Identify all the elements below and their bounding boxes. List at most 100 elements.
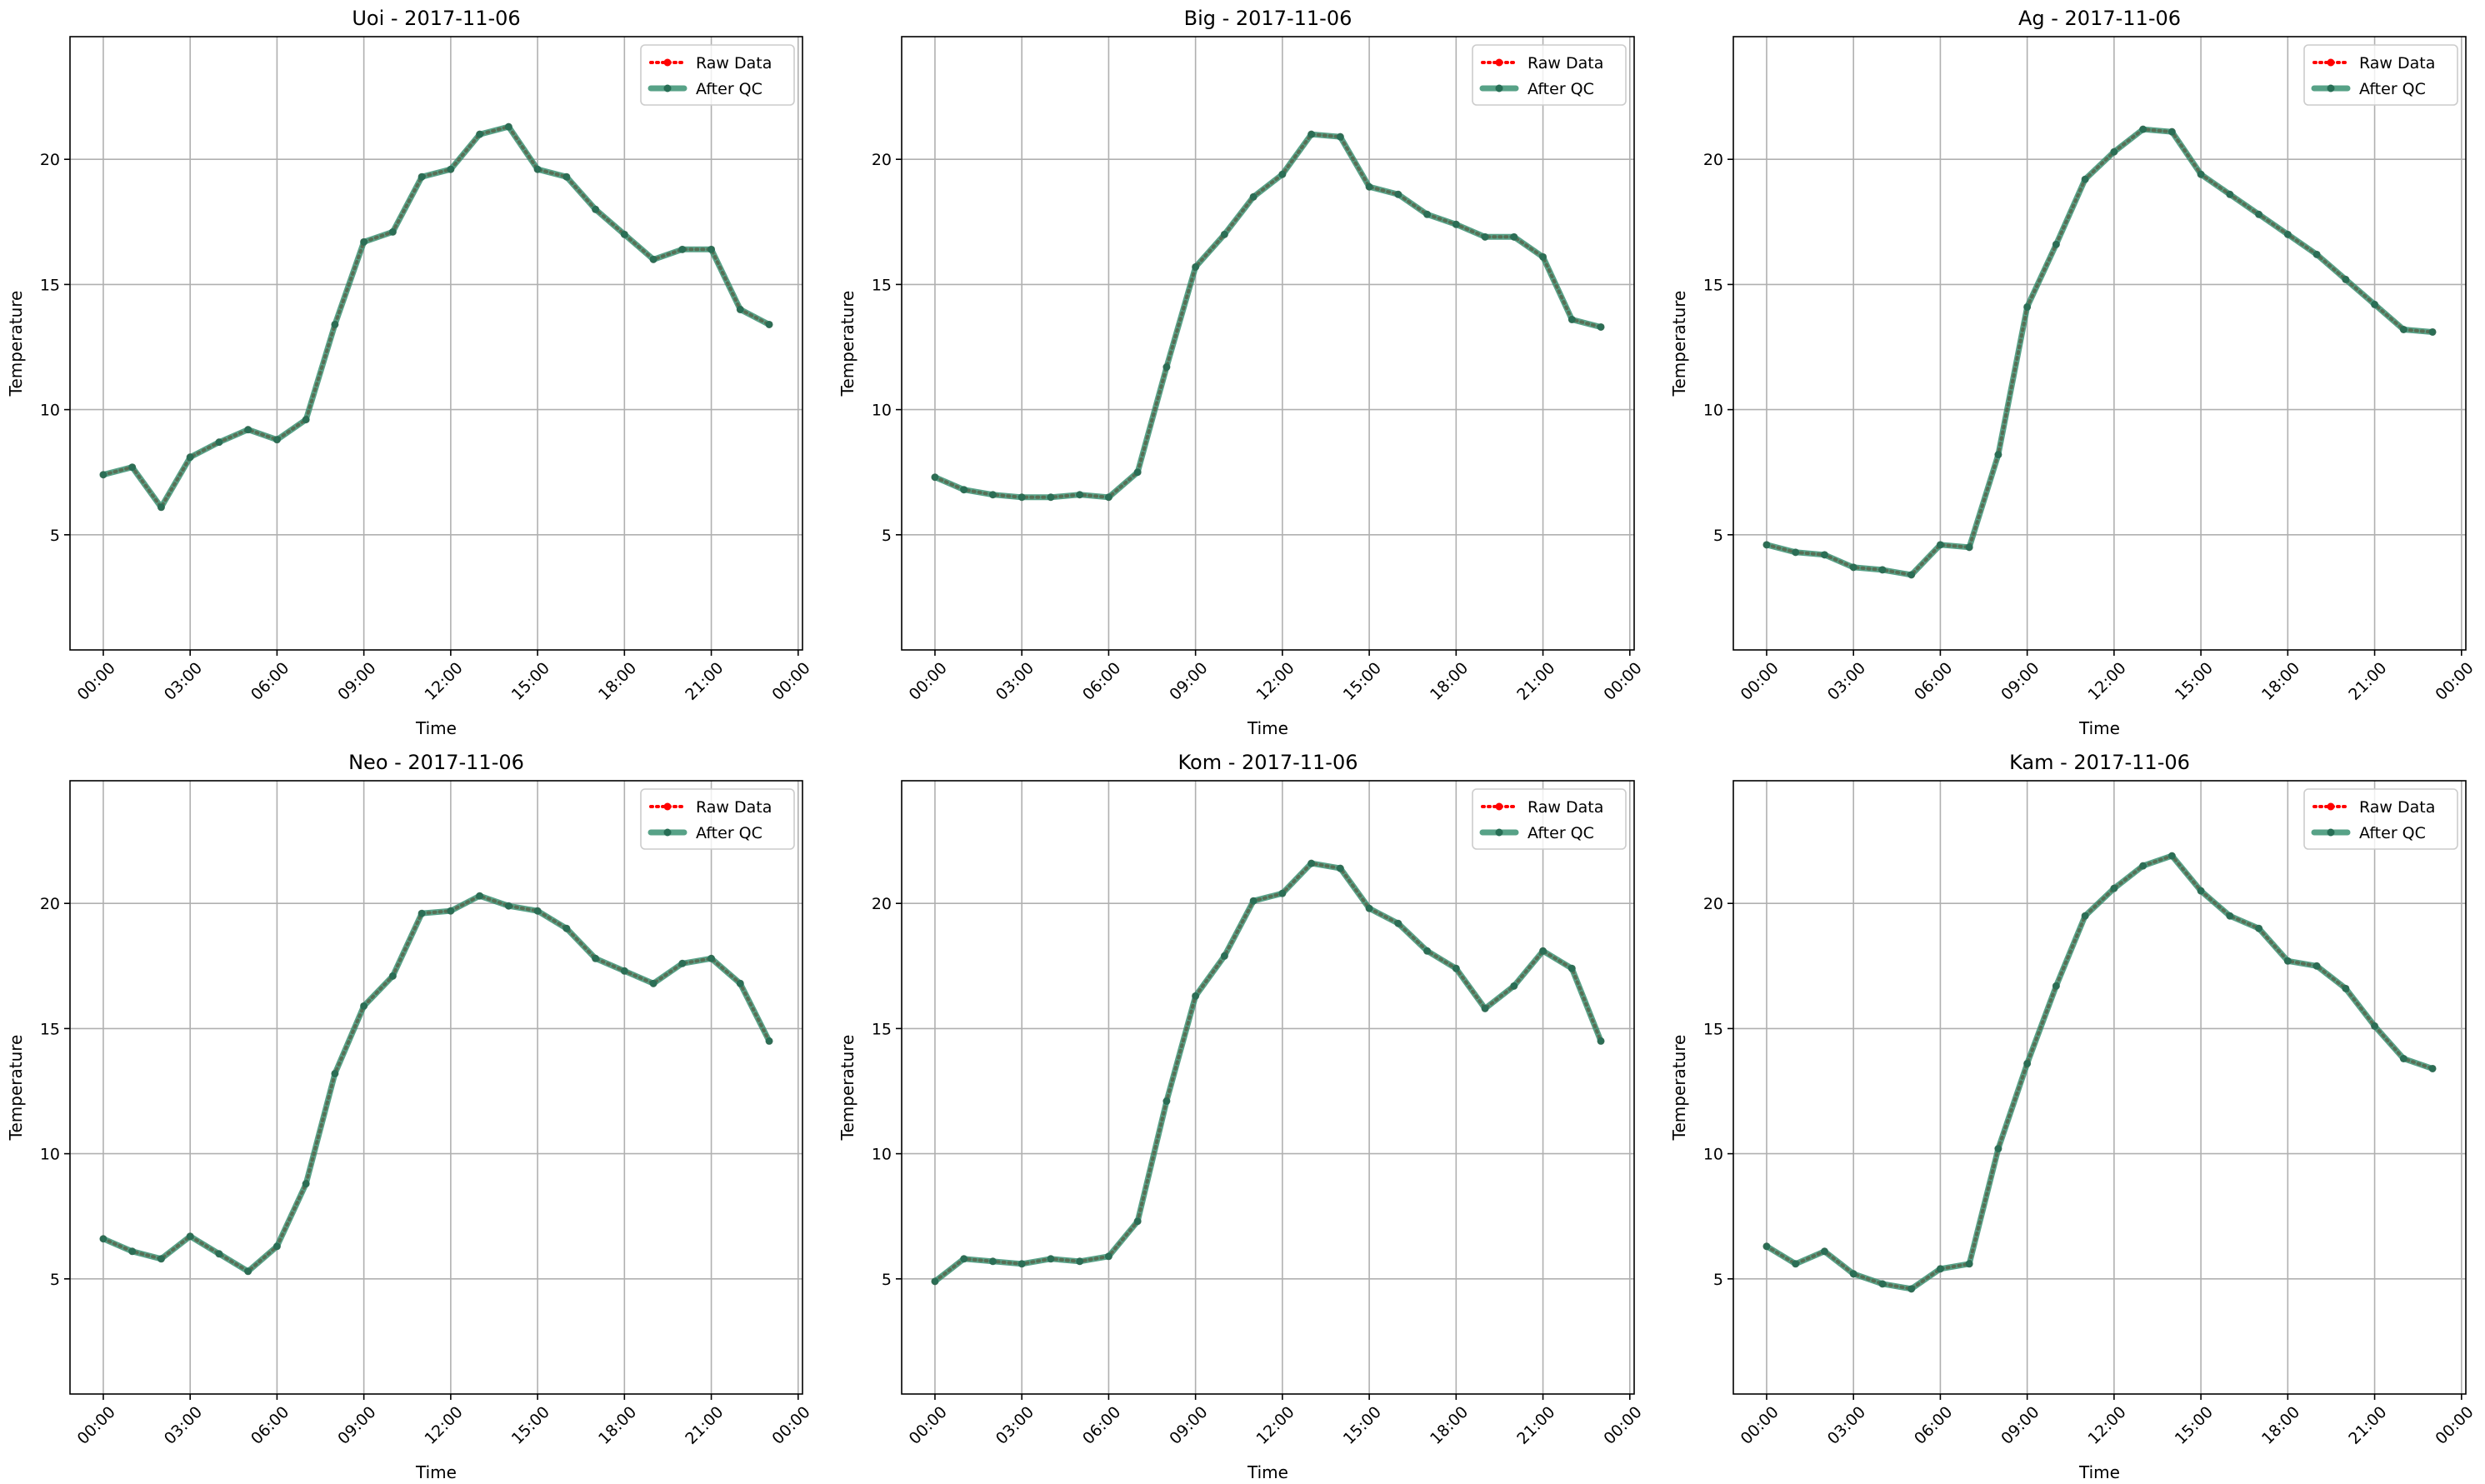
series-marker (157, 1255, 165, 1263)
legend-marker (663, 84, 672, 92)
subplot: 00:00 03:00 06:00 09:00 12:00 15:00 18:00 21:00… (6, 751, 814, 1482)
series-marker (1539, 252, 1548, 261)
series-marker (447, 165, 455, 173)
series-marker (1568, 964, 1576, 972)
series-marker (2081, 175, 2089, 183)
x-tick-label: 12:00 (421, 659, 466, 704)
series-marker (649, 979, 658, 987)
series-marker (592, 205, 600, 213)
series-marker (2399, 1054, 2408, 1062)
series-marker (1762, 541, 1771, 549)
series-marker (2139, 125, 2148, 133)
series-marker (765, 1037, 773, 1045)
series-marker (2052, 240, 2060, 248)
series-marker (1539, 947, 1548, 955)
y-tick-label: 20 (1703, 151, 1723, 169)
series-marker (2342, 275, 2350, 283)
series-marker (1849, 563, 1858, 572)
series-marker (2226, 190, 2234, 198)
series-marker (1220, 230, 1228, 238)
series-marker (1047, 493, 1055, 502)
x-tick-label: 00:00 (2432, 1403, 2477, 1448)
series-marker (2197, 170, 2205, 178)
subplot-title: Neo - 2017-11-06 (348, 751, 524, 774)
y-tick-label: 10 (872, 402, 892, 420)
series-line (102, 894, 771, 1273)
series-marker (215, 438, 223, 447)
series-marker (1936, 1265, 1944, 1273)
series-marker (1308, 130, 1316, 138)
y-tick-label: 20 (872, 895, 892, 913)
series-marker (1568, 315, 1576, 323)
x-tick-label: 21:00 (2345, 659, 2390, 704)
series-marker (2023, 302, 2032, 311)
series-marker (418, 172, 426, 181)
x-tick-label: 00:00 (768, 1403, 813, 1448)
subplot: 00:00 03:00 06:00 09:00 12:00 15:00 18:00 21:00… (1669, 751, 2478, 1482)
x-tick-label: 06:00 (1911, 1403, 1956, 1448)
y-tick-label: 20 (40, 151, 60, 169)
legend-label: After QC (2359, 80, 2426, 98)
axes-frame (901, 780, 1635, 1395)
x-tick-label: 18:00 (2258, 1403, 2303, 1448)
series-marker (1423, 947, 1432, 955)
series-marker (1076, 1257, 1084, 1266)
legend-label: After QC (696, 824, 762, 842)
legend-marker (2327, 58, 2335, 67)
legend-label: After QC (696, 80, 762, 98)
x-axis-label: Time (1247, 1462, 1288, 1482)
series-marker (1133, 1217, 1142, 1226)
series-marker (1076, 491, 1084, 499)
series-marker (388, 227, 397, 236)
series-marker (1597, 322, 1605, 331)
series-marker (988, 491, 997, 499)
series-marker (533, 165, 542, 173)
x-axis-label: Time (415, 1462, 457, 1482)
series-marker (215, 1250, 223, 1258)
series-marker (1510, 982, 1518, 990)
series-marker (504, 902, 512, 910)
series-marker (1336, 132, 1344, 141)
series-marker (708, 245, 716, 253)
x-tick-label: 06:00 (1911, 659, 1956, 704)
legend-marker (2327, 802, 2335, 811)
series-marker (1762, 1242, 1771, 1251)
x-tick-label: 00:00 (906, 1403, 951, 1448)
series-marker (1104, 493, 1112, 502)
x-tick-label: 18:00 (1427, 1403, 1472, 1448)
y-tick-label: 5 (1713, 527, 1723, 545)
series-marker (2226, 912, 2234, 920)
series-line (933, 862, 1602, 1283)
subplot: 00:00 03:00 06:00 09:00 12:00 15:00 18:00 21:00… (838, 7, 1646, 738)
axes-frame (1732, 780, 2467, 1395)
legend-label: Raw Data (696, 54, 772, 72)
y-tick-label: 15 (1703, 276, 1723, 294)
series-marker (1047, 1255, 1055, 1263)
x-tick-label: 00:00 (768, 659, 813, 704)
series-marker (678, 245, 687, 253)
series-marker (2255, 924, 2263, 932)
series-marker (2197, 887, 2205, 895)
x-tick-label: 03:00 (1824, 1403, 1869, 1448)
series-marker (302, 1180, 310, 1188)
series-marker (2399, 325, 2408, 333)
series-marker (620, 967, 628, 975)
series-marker (388, 972, 397, 980)
series-marker (931, 473, 939, 482)
x-tick-label: 21:00 (1513, 1403, 1558, 1448)
subplot-title: Kam - 2017-11-06 (2009, 751, 2190, 774)
y-axis-label: Temperature (838, 1035, 858, 1142)
x-tick-label: 15:00 (508, 1403, 553, 1448)
series-marker (2283, 230, 2292, 238)
series-marker (1018, 493, 1026, 502)
x-tick-label: 09:00 (334, 659, 379, 704)
legend-marker (663, 828, 672, 837)
series-marker (1597, 1037, 1605, 1045)
series-marker (1278, 889, 1287, 897)
legend-label: After QC (1528, 80, 1594, 98)
x-tick-label: 09:00 (1166, 659, 1211, 704)
legend-marker (1495, 58, 1503, 67)
series-marker (1249, 192, 1258, 201)
legend: Raw Data After QC (640, 788, 795, 850)
series-marker (931, 1277, 939, 1286)
